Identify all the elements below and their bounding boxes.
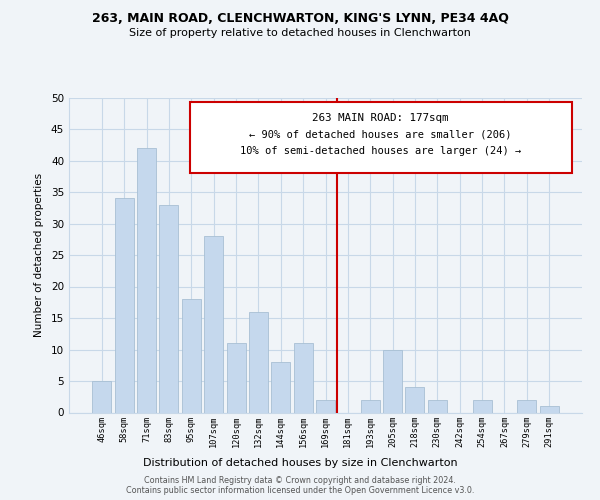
Bar — [182, 299, 201, 412]
Text: Contains HM Land Registry data © Crown copyright and database right 2024.: Contains HM Land Registry data © Crown c… — [144, 476, 456, 485]
Bar — [361, 400, 380, 412]
Bar — [293, 343, 313, 412]
Bar — [428, 400, 447, 412]
Bar — [271, 362, 290, 412]
Text: 263, MAIN ROAD, CLENCHWARTON, KING'S LYNN, PE34 4AQ: 263, MAIN ROAD, CLENCHWARTON, KING'S LYN… — [92, 12, 508, 26]
FancyBboxPatch shape — [190, 102, 572, 173]
Bar — [249, 312, 268, 412]
Bar — [92, 381, 112, 412]
Bar — [406, 388, 424, 412]
Text: Size of property relative to detached houses in Clenchwarton: Size of property relative to detached ho… — [129, 28, 471, 38]
Bar — [227, 343, 245, 412]
Bar — [316, 400, 335, 412]
Y-axis label: Number of detached properties: Number of detached properties — [34, 173, 44, 337]
Bar — [160, 204, 178, 412]
Bar — [383, 350, 402, 412]
Bar — [539, 406, 559, 412]
Text: Contains public sector information licensed under the Open Government Licence v3: Contains public sector information licen… — [126, 486, 474, 495]
Bar — [115, 198, 134, 412]
Bar — [204, 236, 223, 412]
Text: Distribution of detached houses by size in Clenchwarton: Distribution of detached houses by size … — [143, 458, 457, 468]
Bar — [473, 400, 491, 412]
Bar — [517, 400, 536, 412]
Bar — [137, 148, 156, 412]
Text: 263 MAIN ROAD: 177sqm: 263 MAIN ROAD: 177sqm — [313, 114, 449, 124]
Text: ← 90% of detached houses are smaller (206): ← 90% of detached houses are smaller (20… — [250, 129, 512, 139]
Text: 10% of semi-detached houses are larger (24) →: 10% of semi-detached houses are larger (… — [240, 146, 521, 156]
